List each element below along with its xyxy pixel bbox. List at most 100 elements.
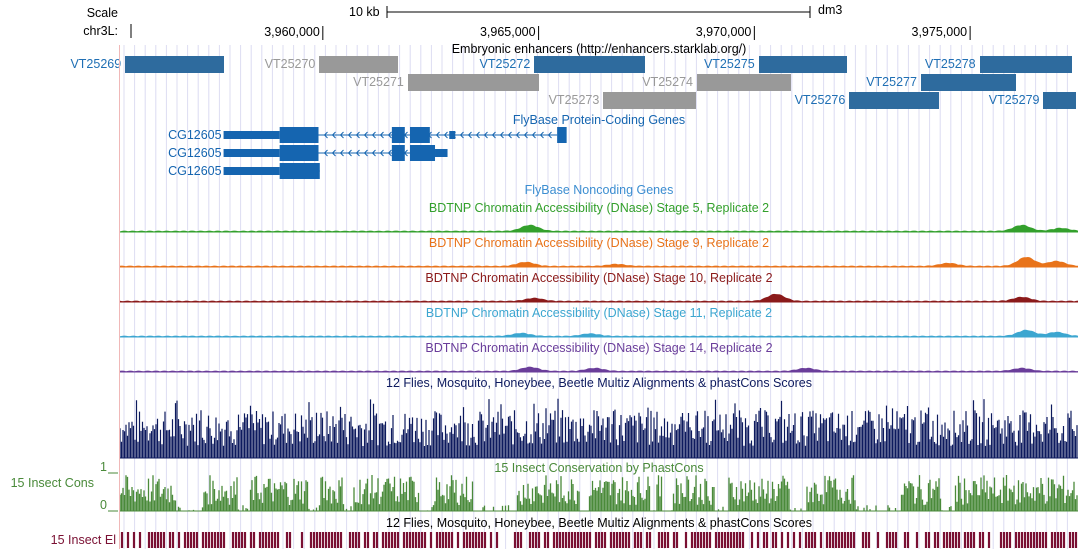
enhancer-block[interactable] (979, 56, 1073, 73)
cds-block[interactable] (409, 145, 436, 161)
strand-arrow (347, 131, 352, 139)
strand-arrow (331, 149, 336, 157)
noncoding-track-title: FlyBase Noncoding Genes (524, 183, 674, 197)
enhancer-label[interactable]: VT25275 (703, 57, 755, 71)
strand-arrow (323, 149, 328, 157)
dnase-track-title: BDTNP Chromatin Accessibility (DNase) St… (425, 341, 773, 355)
strand-arrow (363, 149, 368, 157)
dnase-signal[interactable] (120, 218, 1078, 234)
strand-arrow (507, 131, 512, 139)
strand-arrow (483, 131, 488, 139)
strand-arrow (355, 149, 360, 157)
scale-label: Scale (86, 6, 118, 20)
dnase-signal-area (120, 366, 1078, 372)
enhancer-block[interactable] (758, 56, 847, 73)
utr-block[interactable] (223, 149, 280, 157)
conserved-element-bars (120, 532, 1078, 548)
strand-arrow (339, 131, 344, 139)
strand-arrow (323, 131, 328, 139)
enhancer-label[interactable]: VT25277 (866, 75, 917, 89)
conservation-axis-ticks (108, 472, 118, 512)
strand-arrow (443, 131, 448, 139)
cds-block[interactable] (557, 127, 567, 143)
strand-arrow (371, 149, 376, 157)
ruler-position-label: 3,960,000 (264, 25, 320, 39)
strand-arrow (547, 131, 552, 139)
enhancer-label[interactable]: VT25269 (70, 57, 122, 71)
utr-block[interactable] (223, 167, 280, 175)
conservation-axis-max: 1 (100, 460, 107, 474)
strand-arrow (491, 131, 496, 139)
enhancer-block[interactable] (696, 74, 791, 91)
dnase-signal[interactable] (120, 323, 1078, 339)
transcript-label[interactable]: CG12605 (168, 128, 222, 142)
strand-arrow (379, 131, 384, 139)
ruler-position-label: 3,975,000 (912, 25, 968, 39)
multiz-wiggle[interactable] (120, 390, 1078, 460)
strand-arrow (347, 149, 352, 157)
enhancer-block[interactable] (603, 92, 696, 109)
dnase-signal[interactable] (120, 288, 1078, 304)
chrom-label: chr3L: (83, 24, 118, 38)
enhancer-block[interactable] (534, 56, 645, 73)
enhancer-block[interactable] (1043, 92, 1076, 109)
enhancer-block[interactable] (407, 74, 539, 91)
dnase-signal-area (120, 329, 1078, 337)
enhancer-block[interactable] (849, 92, 940, 109)
strand-arrow (379, 149, 384, 157)
dnase-track-title: BDTNP Chromatin Accessibility (DNase) St… (425, 271, 773, 285)
cds-block[interactable] (317, 163, 320, 179)
enhancer-label[interactable]: VT25270 (264, 57, 316, 71)
ruler-svg: 3,960,000 3,965,000 3,970,000 3,975,000 (130, 6, 971, 40)
enhancer-label[interactable]: VT25279 (988, 93, 1040, 107)
utr-block[interactable] (435, 149, 448, 157)
transcript-label[interactable]: CG12605 (168, 146, 222, 160)
enhancer-block[interactable] (920, 74, 1017, 91)
cds-block[interactable] (391, 127, 405, 143)
dnase-signal[interactable] (120, 253, 1078, 269)
dnase-signal-area (120, 293, 1078, 302)
elements-left-label[interactable]: 15 Insect El (50, 533, 116, 547)
enhancer-label[interactable]: VT25271 (353, 75, 404, 89)
dnase-signal[interactable] (120, 358, 1078, 374)
enhancer-label[interactable]: VT25276 (794, 93, 846, 107)
enhancer-label[interactable]: VT25278 (924, 57, 976, 71)
enhancer-label[interactable]: VT25274 (642, 75, 693, 89)
strand-arrow (523, 131, 528, 139)
strand-arrow (515, 131, 520, 139)
strand-arrow (331, 131, 336, 139)
enhancers-track-title: Embryonic enhancers (http://enhancers.st… (451, 42, 747, 56)
transcript-label[interactable]: CG12605 (168, 164, 222, 178)
enhancer-block[interactable] (125, 56, 224, 73)
enhancer-block[interactable] (319, 56, 399, 73)
genes-track-title: FlyBase Protein-Coding Genes (512, 113, 686, 127)
ruler-position-label: 3,970,000 (696, 25, 752, 39)
strand-arrow (363, 131, 368, 139)
strand-arrow (355, 131, 360, 139)
multiz-bars (120, 398, 1078, 458)
assembly-label: dm3 (818, 3, 843, 17)
conservation-bars (120, 475, 1078, 511)
conservation-left-label[interactable]: 15 Insect Cons (10, 476, 94, 490)
strand-arrow (371, 131, 376, 139)
scale-bar-text: 10 kb (349, 5, 380, 19)
cds-block[interactable] (409, 127, 430, 143)
cds-block[interactable] (279, 163, 319, 179)
enhancer-label[interactable]: VT25273 (548, 93, 600, 107)
enhancer-label[interactable]: VT25272 (479, 57, 531, 71)
utr-block[interactable] (449, 131, 456, 139)
ruler-position-label: 3,965,000 (480, 25, 536, 39)
conserved-elements[interactable] (120, 530, 1078, 550)
cds-block[interactable] (279, 145, 319, 161)
cds-block[interactable] (279, 127, 319, 143)
utr-block[interactable] (223, 131, 280, 139)
cds-block[interactable] (391, 145, 405, 161)
track-left-border (119, 45, 120, 549)
elements-track-title: 12 Flies, Mosquito, Honeybee, Beetle Mul… (386, 516, 812, 530)
conservation-wiggle[interactable] (120, 473, 1078, 513)
strand-arrow (467, 131, 472, 139)
strand-arrow (539, 131, 544, 139)
strand-arrow (387, 131, 392, 139)
